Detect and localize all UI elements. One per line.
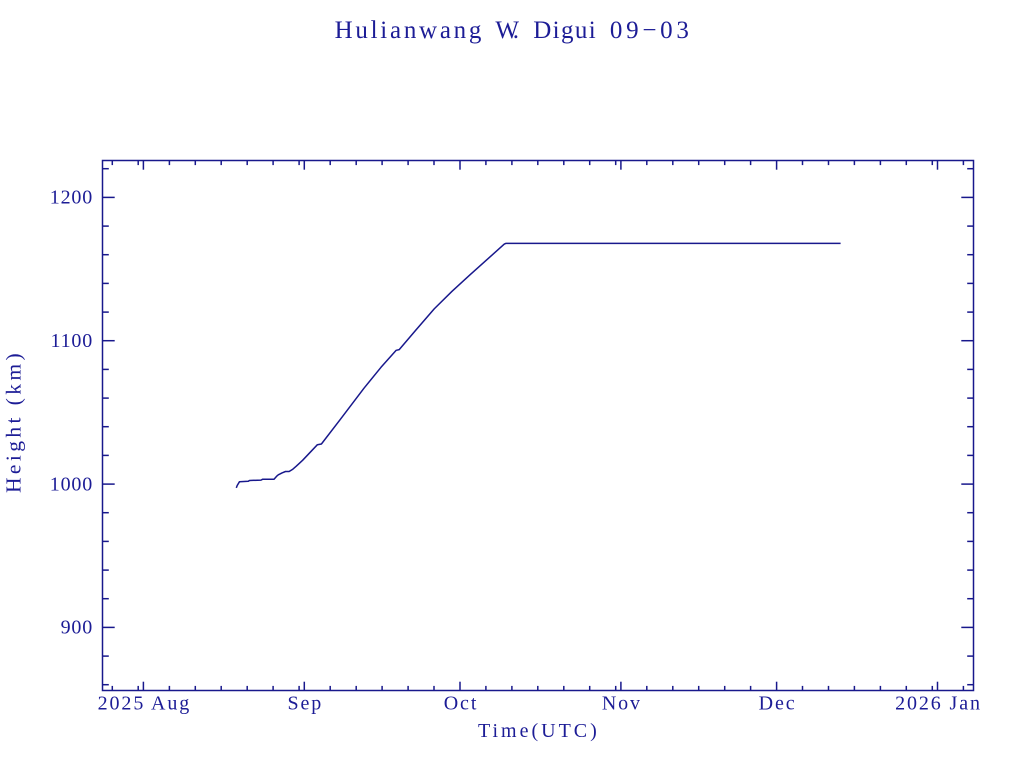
svg-text:900: 900	[61, 617, 93, 639]
svg-text:Sep: Sep	[287, 692, 323, 714]
svg-text:Oct: Oct	[444, 692, 479, 714]
svg-text:2025 Aug: 2025 Aug	[98, 692, 192, 714]
svg-text:1000: 1000	[50, 473, 93, 495]
svg-text:1100: 1100	[51, 330, 93, 352]
svg-text:2026 Jan: 2026 Jan	[895, 692, 982, 714]
svg-text:1200: 1200	[50, 187, 93, 209]
svg-text:Nov: Nov	[602, 692, 642, 714]
svg-text:Time(UTC): Time(UTC)	[478, 720, 600, 742]
svg-text:Dec: Dec	[759, 692, 797, 714]
svg-text:Height (km): Height (km)	[2, 350, 26, 493]
